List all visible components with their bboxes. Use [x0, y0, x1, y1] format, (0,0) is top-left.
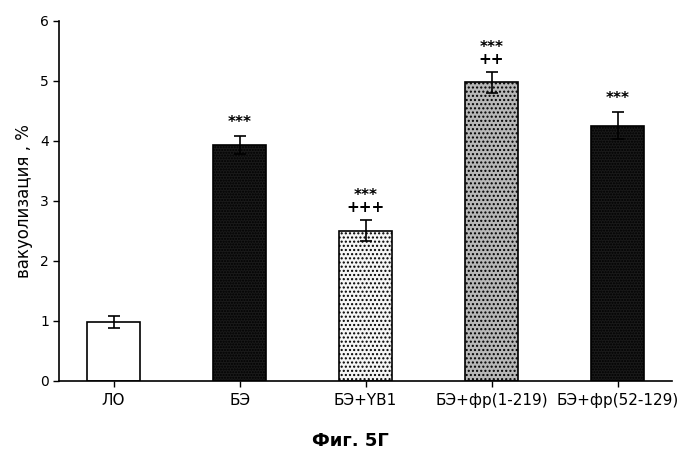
Text: ***: ***	[480, 40, 503, 55]
Text: ***: ***	[228, 115, 251, 130]
Text: Фиг. 5Г: Фиг. 5Г	[312, 432, 388, 450]
Text: ***: ***	[606, 91, 629, 106]
Bar	[466, 82, 518, 381]
Bar	[87, 323, 140, 381]
Text: ++: ++	[479, 52, 505, 67]
Bar	[592, 126, 644, 381]
Bar	[339, 231, 392, 381]
Text: ***: ***	[354, 188, 377, 203]
Text: +++: +++	[346, 200, 385, 215]
Bar	[213, 145, 266, 381]
Y-axis label: вакуолизация , %: вакуолизация , %	[15, 124, 33, 278]
